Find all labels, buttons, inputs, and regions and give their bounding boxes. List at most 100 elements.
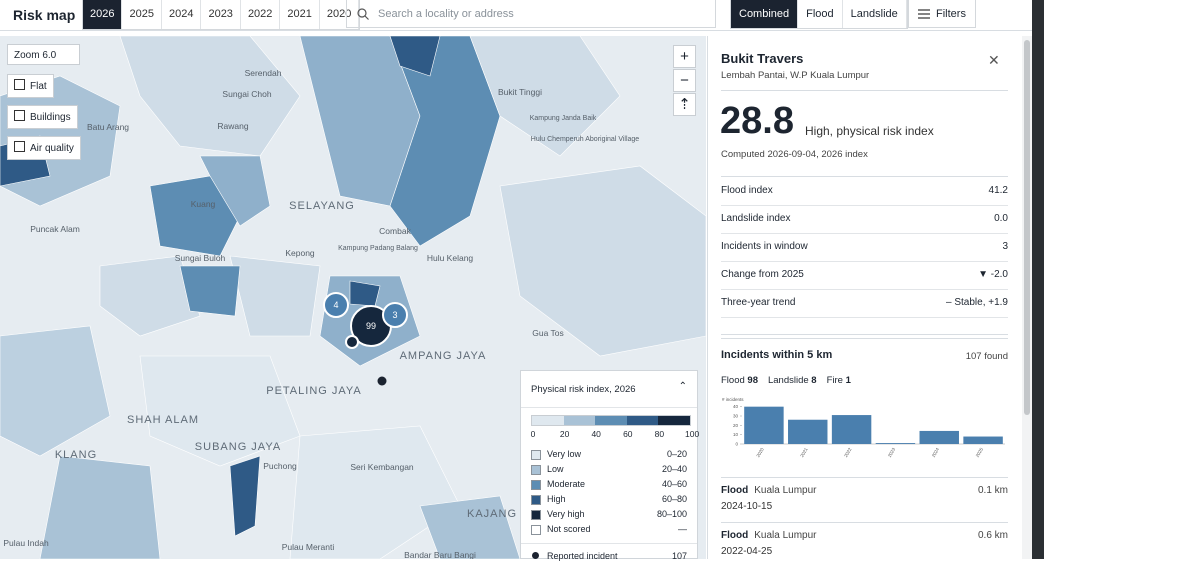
legend-title: Physical risk index, 2026	[531, 384, 636, 395]
y-tick-label: 30	[733, 414, 739, 419]
ramp-step	[532, 416, 564, 425]
layer-button[interactable]: Buildings	[7, 105, 78, 129]
legend-range: 20–40	[661, 464, 687, 474]
place-label: Pulau Meranti	[282, 542, 335, 552]
place-label: Kampung Padang Balang	[338, 245, 418, 252]
mode-button[interactable]: Combined	[731, 0, 799, 28]
incident-item[interactable]: Flood Kuala Lumpur 0.6 km 2022-04-25	[721, 530, 1008, 568]
legend-range: 0–20	[666, 449, 687, 459]
layer-icon	[14, 110, 25, 121]
app-title: Risk map	[13, 7, 76, 23]
divider	[721, 334, 1008, 339]
x-tick-label: 2020	[755, 447, 765, 459]
year-tab[interactable]: 2021	[280, 0, 320, 29]
incident-key-count: 107	[671, 551, 687, 561]
incidents-chart: # incidents 0 10 20 30 40 2020 2021 2022 2023 2024…	[722, 397, 1005, 459]
scroll-thumb[interactable]	[1024, 40, 1030, 415]
bar	[788, 419, 828, 444]
map[interactable]: Serendah Sungai Choh Rawang Batu Arang Bukit…	[0, 35, 707, 560]
metric-value: 0.0	[994, 213, 1008, 224]
incident-type: Flood	[721, 530, 749, 541]
place-label: Hulu Chemperuh Aboriginal Village	[531, 136, 640, 143]
layer-button[interactable]: Flat	[7, 74, 54, 98]
bar	[919, 430, 959, 444]
x-tick-label: 2024	[931, 447, 941, 459]
incident-cluster[interactable]	[323, 292, 349, 318]
bar	[875, 443, 916, 444]
x-tick-label: 2021	[799, 447, 809, 459]
ramp-tick: 80	[654, 429, 665, 439]
scrollbar[interactable]	[1022, 36, 1032, 559]
place-label: Kampung Janda Baik	[530, 115, 597, 122]
map-overlay: Serendah Sungai Choh Rawang Batu Arang Bukit…	[3, 68, 640, 560]
zoom-level: Zoom 6.0	[7, 44, 80, 65]
year-tab[interactable]: 2023	[201, 0, 241, 29]
zoom-control[interactable]: −	[673, 69, 696, 92]
incident-item[interactable]: Flood Kuala Lumpur 0.1 km 2024-10-15	[721, 485, 1008, 523]
place-label: Seri Kembangan	[350, 462, 414, 472]
legend-range: —	[678, 524, 687, 534]
search-icon-circle	[357, 8, 367, 18]
layer-icon	[14, 79, 25, 90]
legend-range: 60–80	[661, 494, 687, 504]
ramp-step	[595, 416, 627, 425]
place-label: Sungai Choh	[222, 89, 271, 99]
place-title: Bukit Travers	[721, 51, 804, 66]
map-region	[199, 155, 271, 227]
year-tab[interactable]: 2024	[162, 0, 202, 29]
layer-label: Flat	[30, 81, 47, 92]
incident-cluster[interactable]	[382, 302, 408, 328]
legend-divider	[521, 407, 697, 408]
place-label: SHAH ALAM	[127, 414, 199, 426]
place-label: Gua Tos	[532, 328, 564, 338]
year-tab[interactable]: 2026	[83, 0, 123, 29]
bar	[831, 415, 872, 444]
legend-range: 80–100	[656, 509, 687, 519]
incident-distance: 0.6 km	[977, 530, 1008, 541]
place-label: KAJANG	[467, 508, 517, 520]
zoom-control[interactable]: +	[673, 45, 696, 68]
legend-ramp	[531, 415, 691, 426]
metric-row: Three-year trend – Stable, +1.9	[721, 289, 1008, 318]
mode-button[interactable]: Flood	[798, 0, 843, 28]
year-tab[interactable]: 2025	[122, 0, 162, 29]
map-region	[0, 325, 111, 457]
place-label: PETALING JAYA	[266, 385, 362, 397]
incident-count: Landslide 8	[768, 375, 817, 386]
place-label: SUBANG JAYA	[195, 441, 281, 453]
legend-range: 40–60	[661, 479, 687, 489]
legend-collapse[interactable]: ⌃	[678, 381, 687, 392]
window-edge	[1032, 0, 1044, 559]
map-region	[149, 175, 241, 257]
close-button[interactable]: ✕	[988, 52, 1000, 68]
risk-score-label: High, physical risk index	[805, 124, 934, 138]
incident-place: Kuala Lumpur	[754, 485, 817, 496]
ramp-step	[563, 416, 596, 425]
layer-icon	[14, 141, 25, 152]
map-region	[389, 35, 441, 77]
map-region	[469, 35, 621, 157]
zoom-control[interactable]: ⇡	[673, 93, 696, 116]
divider	[721, 90, 1008, 91]
search-box[interactable]: Search a locality or address	[346, 0, 716, 28]
incident-count: Flood 98	[721, 375, 758, 386]
search-icon-handle	[364, 15, 369, 20]
year-tab[interactable]: 2022	[241, 0, 281, 29]
legend-class: Low	[547, 464, 564, 474]
bar	[963, 436, 1003, 444]
layer-button[interactable]: Air quality	[7, 136, 81, 160]
legend-swatch	[531, 465, 541, 475]
map-region	[229, 255, 321, 337]
ramp-step	[658, 416, 690, 425]
metric-value: 3	[1002, 241, 1008, 252]
incident-type: Flood	[721, 485, 749, 496]
mode-button[interactable]: Landslide	[843, 0, 907, 28]
filters-button[interactable]: Filters	[908, 0, 976, 28]
incidents-found: 107 found	[965, 351, 1008, 362]
y-tick-label: 10	[733, 432, 739, 437]
place-label: Rawang	[217, 121, 248, 131]
map-region	[289, 425, 461, 560]
count-value: 98	[747, 375, 758, 386]
legend-swatch	[531, 510, 541, 520]
